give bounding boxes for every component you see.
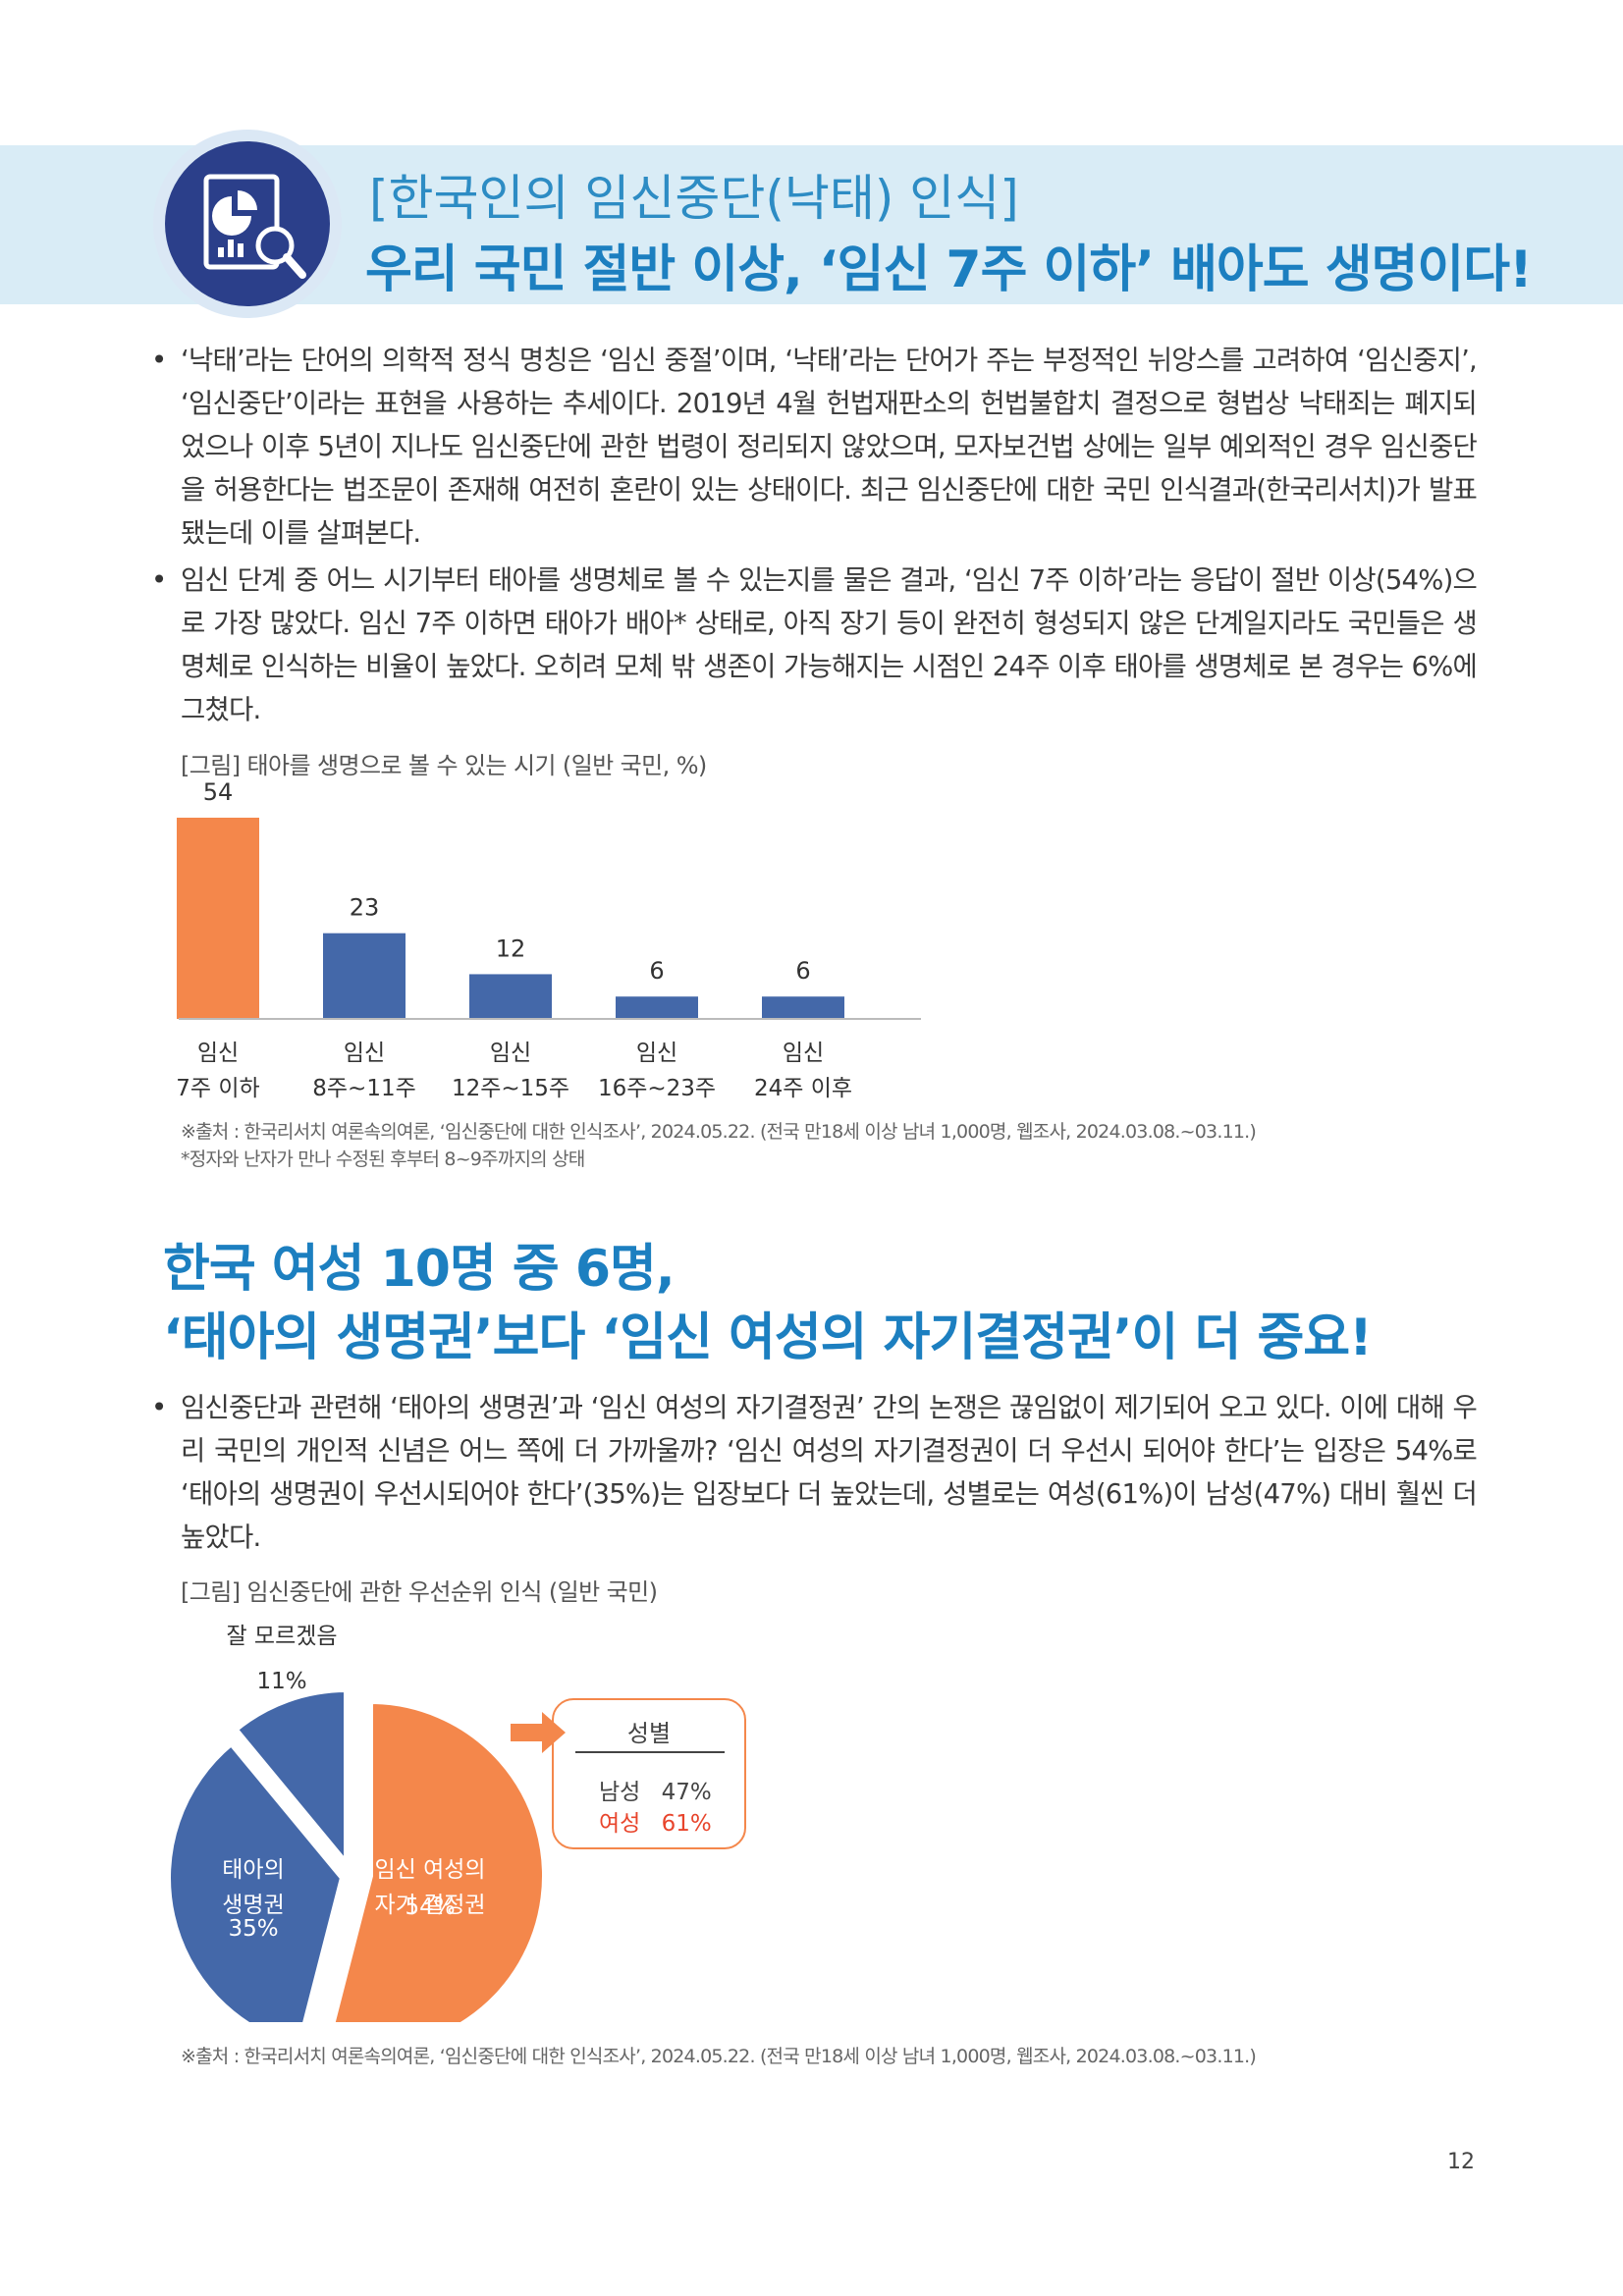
- bar-category-label: 16주~23주: [598, 1076, 716, 1101]
- figure1-caption: [그림] 태아를 생명으로 볼 수 있는 시기 (일반 국민, %): [181, 752, 707, 779]
- gender-value-female: 61%: [661, 1811, 712, 1837]
- bar-category-label: 임신: [197, 1041, 239, 1066]
- header-subtitle: [한국인의 임신중단(낙태) 인식]: [369, 170, 1019, 227]
- gender-value-male: 47%: [661, 1780, 712, 1805]
- pie-slice-percent: 54%: [405, 1895, 455, 1920]
- bar: [616, 996, 698, 1019]
- bullet-item: 임신중단과 관련해 ‘태아의 생명권’과 ‘임신 여성의 자기결정권’ 간의 논…: [147, 1386, 1478, 1559]
- bar-category-label: 임신: [490, 1041, 531, 1066]
- pie-slice-percent: 35%: [228, 1916, 278, 1942]
- page-number: 12: [1447, 2150, 1475, 2174]
- bar-value-label: 6: [649, 957, 664, 985]
- gender-box-title: 성별: [626, 1720, 672, 1747]
- bar-category-label: 7주 이하: [176, 1076, 259, 1101]
- bar-category-label: 임신: [636, 1041, 677, 1066]
- bar-value-label: 12: [496, 934, 526, 962]
- bar-category-label: 12주~15주: [452, 1076, 569, 1101]
- gender-label-male: 남성: [599, 1780, 641, 1805]
- section1-bullets: ‘낙태’라는 단어의 의학적 정식 명칭은 ‘임신 중절’이며, ‘낙태’라는 …: [147, 339, 1478, 735]
- section2-bullets: 임신중단과 관련해 ‘태아의 생명권’과 ‘임신 여성의 자기결정권’ 간의 논…: [147, 1386, 1478, 1563]
- pie-slice-label: 자기 결정권: [374, 1893, 485, 1918]
- bar-value-label: 6: [795, 957, 810, 985]
- bar-value-label: 54: [203, 778, 234, 806]
- pie-slice: [167, 1738, 347, 2022]
- gender-row-female: 여성 61%: [599, 1804, 712, 1838]
- pie-slice-label: 생명권: [222, 1893, 284, 1918]
- bar: [469, 974, 552, 1019]
- figure1-footnote-source: ※출처 : 한국리서치 여론속의여론, ‘임신중단에 대한 인식조사’, 202…: [181, 1121, 1257, 1143]
- figure2-footnote-source: ※출처 : 한국리서치 여론속의여론, ‘임신중단에 대한 인식조사’, 202…: [181, 2046, 1257, 2067]
- bar-category-label: 8주~11주: [312, 1076, 416, 1101]
- bar: [177, 818, 259, 1019]
- bar-value-label: 23: [350, 894, 380, 922]
- gender-label-female: 여성: [599, 1811, 641, 1837]
- pie-slice: [231, 1685, 350, 1873]
- section2-title-line2: ‘태아의 생명권’보다 ‘임신 여성의 자기결정권’이 더 중요!: [163, 1308, 1373, 1367]
- gender-row-male: 남성 47%: [599, 1773, 712, 1806]
- bar-category-label: 24주 이후: [754, 1076, 852, 1101]
- gender-box-divider: [575, 1751, 725, 1753]
- pie-slice-label: 태아의: [222, 1857, 284, 1883]
- bar-chart: 54 임신 7주 이하 23 임신 8주~11주 12 임신 12주~15주 6 임신 16주~23주…: [176, 778, 921, 1101]
- section2-title: 한국 여성 10명 중 6명, ‘태아의 생명권’보다 ‘임신 여성의 자기결정…: [163, 1235, 1373, 1372]
- pie-slice: [329, 1697, 548, 2022]
- pie-slice-label: 임신 여성의: [374, 1857, 485, 1883]
- gender-box: 성별 남성 47% 여성 61%: [552, 1698, 746, 1849]
- bar: [323, 933, 406, 1019]
- pie-slice-label: 잘 모르겠음: [226, 1624, 337, 1649]
- bar: [762, 996, 844, 1019]
- pie-slice-percent: 11%: [256, 1669, 306, 1694]
- bar-category-label: 임신: [783, 1041, 824, 1066]
- bullet-item: ‘낙태’라는 단어의 의학적 정식 명칭은 ‘임신 중절’이며, ‘낙태’라는 …: [147, 339, 1478, 555]
- figure1-footnote-note: *정자와 난자가 만나 수정된 후부터 8~9주까지의 상태: [181, 1148, 585, 1170]
- header-title: 우리 국민 절반 이상, ‘임신 7주 이하’ 배아도 생명이다!: [365, 240, 1533, 299]
- chart-magnifier-icon: [153, 130, 342, 318]
- bullet-item: 임신 단계 중 어느 시기부터 태아를 생명체로 볼 수 있는지를 물은 결과,…: [147, 559, 1478, 731]
- figure2-caption: [그림] 임신중단에 관한 우선순위 인식 (일반 국민): [181, 1578, 658, 1606]
- section2-title-line1: 한국 여성 10명 중 6명,: [163, 1240, 676, 1299]
- bar-category-label: 임신: [344, 1041, 385, 1066]
